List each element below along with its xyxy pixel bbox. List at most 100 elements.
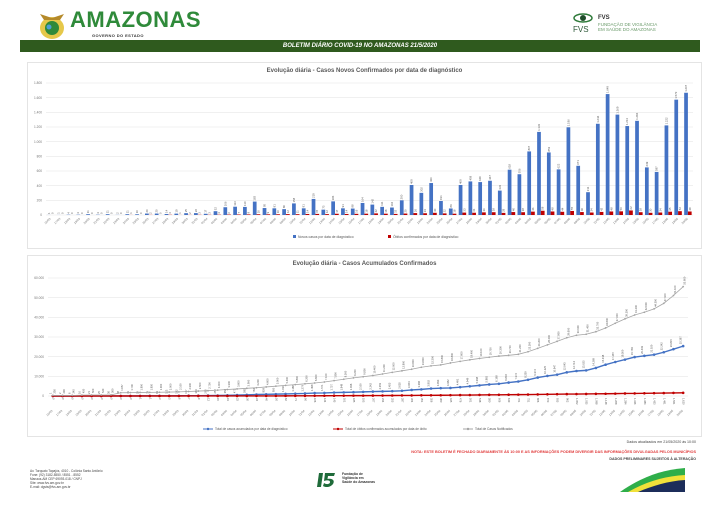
- data-label: 0: [110, 398, 114, 400]
- bar: [478, 182, 483, 215]
- bar: [354, 213, 359, 215]
- x-tick-label: 27/04: [453, 409, 461, 417]
- data-point: [226, 394, 229, 398]
- data-label: 236: [62, 389, 66, 394]
- data-point: [565, 336, 568, 339]
- x-tick-label: 11/04: [298, 409, 306, 417]
- data-label: 4.491: [456, 378, 460, 385]
- data-point: [284, 392, 287, 396]
- x-tick-label: 29/04: [475, 217, 483, 225]
- data-point: [430, 365, 432, 367]
- bar: [687, 211, 692, 215]
- bar: [619, 211, 624, 215]
- x-tick-label: 12/05: [598, 409, 606, 417]
- data-point: [584, 392, 588, 396]
- data-label: 0: [80, 398, 84, 400]
- address-line: Manaus-AM CEP 69093-018 / CNPJ: [30, 477, 82, 481]
- data-label: 1.491: [662, 398, 666, 405]
- data-label: 1: [48, 392, 52, 394]
- data-point: [51, 394, 54, 397]
- data-label: 2.500: [198, 382, 202, 389]
- data-label: 14: [345, 209, 349, 213]
- data-point: [178, 390, 180, 393]
- x-tick-label: 25/03: [133, 409, 141, 417]
- data-label: 26: [413, 209, 417, 213]
- bar: [605, 94, 610, 215]
- bar: [625, 126, 630, 215]
- data-label: 0: [51, 398, 55, 400]
- x-tick-label: 16/04: [346, 409, 354, 417]
- x-tick-label: 05/05: [534, 217, 542, 225]
- data-label: 40: [511, 208, 515, 212]
- x-tick-label: 15/05: [632, 217, 640, 225]
- data-point: [672, 347, 675, 351]
- data-point: [294, 383, 297, 386]
- x-tick-label: 18/05: [656, 409, 664, 417]
- x-tick-label: 30/03: [181, 409, 189, 417]
- x-tick-label: 06/04: [249, 217, 257, 225]
- x-tick-label: 03/05: [514, 217, 522, 225]
- data-label: 1.133: [537, 123, 541, 130]
- data-label: 0: [70, 212, 74, 214]
- bar: [664, 125, 669, 215]
- data-point: [633, 355, 636, 359]
- data-point: [420, 388, 423, 391]
- legend-marker: [336, 427, 340, 431]
- legend-swatch: [388, 235, 391, 238]
- data-label: 185: [352, 398, 356, 403]
- data-point: [410, 388, 413, 392]
- bar: [135, 214, 139, 215]
- data-point: [71, 394, 74, 397]
- chart-title: Evolução diária - Casos Acumulados Confi…: [292, 261, 437, 267]
- x-tick-label: 23/04: [414, 409, 422, 417]
- cumulative-cases-chart-svg: 0 10.000 20.000 30.000 40.000 50.000 60.000 16/…: [34, 276, 688, 431]
- x-tick-label: 04/05: [521, 409, 529, 417]
- data-point: [342, 394, 346, 397]
- bar: [638, 212, 643, 215]
- data-label: 12.043: [562, 362, 566, 370]
- data-label: 164: [361, 197, 365, 202]
- data-point: [439, 393, 443, 397]
- bar: [609, 211, 614, 215]
- x-tick-label: 12/05: [602, 217, 610, 225]
- data-point: [81, 394, 83, 397]
- y-tick-label: 0: [42, 394, 44, 398]
- data-label: 161: [342, 398, 346, 403]
- data-label: 1.035: [585, 398, 589, 405]
- data-label: 234: [381, 398, 385, 403]
- x-tick-label: 29/04: [472, 409, 480, 417]
- data-label: 38: [492, 208, 496, 212]
- data-point: [584, 369, 588, 372]
- data-label: 31: [472, 208, 476, 212]
- data-label: 560: [111, 388, 115, 393]
- x-tick-label: 28/03: [162, 409, 170, 417]
- x-tick-label: 26/04: [443, 409, 451, 417]
- data-label: 1.188: [291, 385, 295, 392]
- x-tick-label: 27/03: [152, 409, 160, 417]
- bar: [482, 212, 486, 215]
- data-point: [439, 386, 443, 390]
- x-tick-label: 21/03: [92, 217, 100, 225]
- data-point: [507, 393, 510, 397]
- bar: [589, 212, 594, 215]
- data-label: 1.900: [159, 383, 163, 390]
- data-point: [139, 391, 142, 394]
- data-label: 3.993: [436, 379, 440, 386]
- bar: [527, 151, 532, 215]
- bar: [511, 212, 516, 215]
- data-label: 20.700: [508, 345, 512, 353]
- x-tick-label: 08/05: [559, 409, 567, 417]
- data-point: [594, 366, 598, 370]
- data-label: 52: [678, 207, 682, 211]
- y-tick-label: 0: [40, 213, 42, 217]
- data-label: 21: [87, 391, 91, 394]
- data-point: [265, 386, 268, 388]
- data-label: 21.020: [650, 344, 654, 352]
- data-label: 8.239: [524, 371, 528, 378]
- data-label: 9: [266, 211, 270, 213]
- data-label: 19.700: [489, 347, 493, 355]
- data-point: [604, 392, 607, 396]
- data-point: [304, 382, 306, 385]
- bar: [540, 210, 545, 215]
- data-label: 27.800: [557, 331, 561, 339]
